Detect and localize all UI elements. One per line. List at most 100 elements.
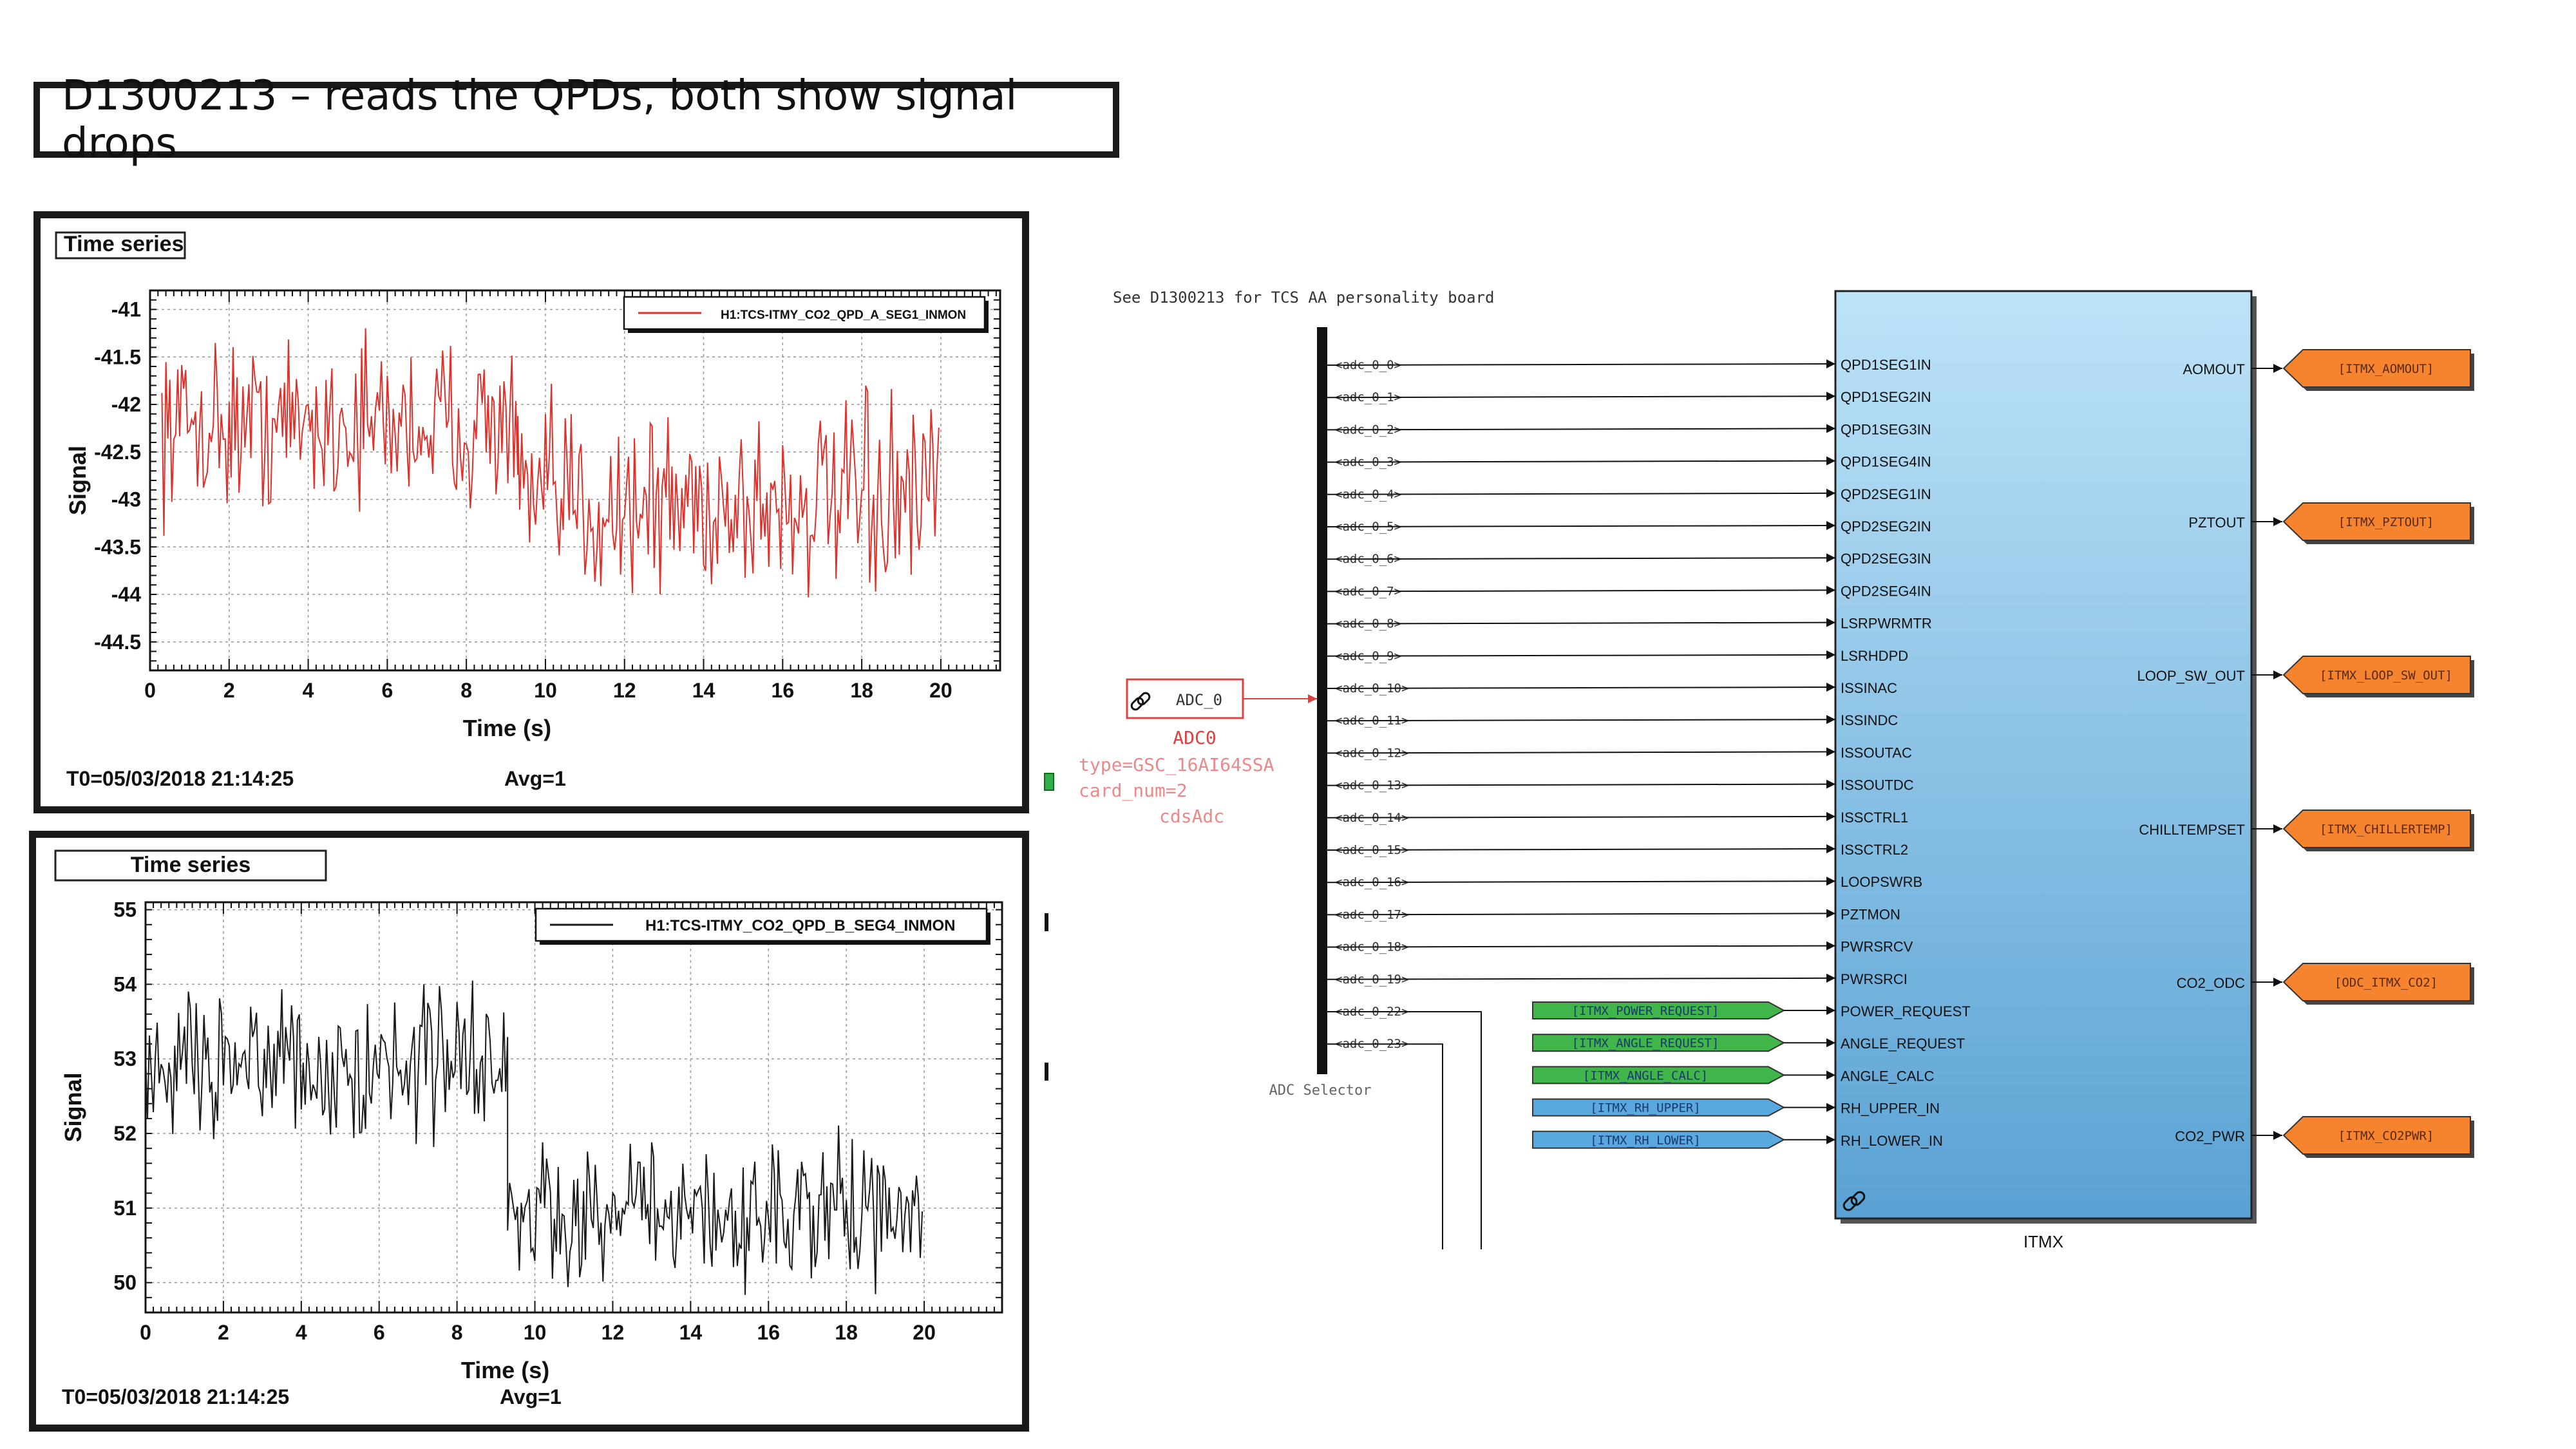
plot-title: Time series bbox=[64, 232, 184, 256]
goto-tag[interactable] bbox=[2282, 349, 2471, 388]
minor-ticks bbox=[145, 902, 1003, 1313]
adc-block-label: ADC_0 bbox=[1176, 691, 1222, 709]
signal-line bbox=[1327, 909, 1836, 918]
signal-line bbox=[1327, 811, 1836, 821]
signal-line bbox=[1327, 488, 1836, 498]
itmx-input-port: QPD2SEG3IN bbox=[1841, 551, 1931, 567]
adc-block[interactable] bbox=[1126, 678, 1244, 719]
signal-line bbox=[1327, 683, 1836, 692]
itmx-input-port: ISSCTRL2 bbox=[1841, 842, 1908, 858]
itmx-input-port: ISSOUTDC bbox=[1841, 777, 1914, 793]
goto-tag-label: [ITMX_LOOP_SW_OUT] bbox=[2320, 668, 2452, 683]
goto-tag[interactable] bbox=[2282, 656, 2471, 694]
x-tick-label: 4 bbox=[303, 679, 314, 702]
signal-line bbox=[1327, 424, 1836, 433]
x-tick-label: 4 bbox=[296, 1321, 307, 1344]
itmx-input-port: LOOPSWRB bbox=[1841, 874, 1922, 890]
plot-footer-avg: Avg=1 bbox=[500, 1385, 562, 1408]
y-tick-label: -43 bbox=[111, 488, 141, 511]
from-tag-label: [ITMX_ANGLE_CALC] bbox=[1583, 1068, 1708, 1083]
y-tick-label: -44 bbox=[111, 583, 141, 606]
plot-footer-time: T0=05/03/2018 21:14:25 bbox=[62, 1385, 289, 1408]
y-tick-label: 51 bbox=[113, 1197, 137, 1220]
y-tick-label: 55 bbox=[113, 898, 137, 922]
time-series-plot-qpd-b: Time series 0 2 4 6 8 10 12 14 16 18 20 50 51 52 53 54 55… bbox=[29, 831, 1029, 1432]
y-tick-label: -42.5 bbox=[94, 440, 141, 464]
grid bbox=[145, 902, 1002, 1312]
x-tick-label: 14 bbox=[679, 1321, 703, 1344]
goto-tag-label: [ODC_ITMX_CO2] bbox=[2334, 976, 2438, 990]
y-tick-label: -44.5 bbox=[94, 630, 141, 654]
y-tick-label: -41 bbox=[111, 298, 141, 321]
adc-name: ADC0 bbox=[1173, 727, 1216, 748]
itmx-input-port: LSRHDPD bbox=[1841, 648, 1908, 664]
itmx-output-port: AOMOUT bbox=[2183, 361, 2245, 377]
x-tick-label: 0 bbox=[140, 1321, 151, 1344]
plot-footer-time: T0=05/03/2018 21:14:25 bbox=[66, 767, 294, 790]
edge-marker bbox=[1045, 913, 1048, 931]
itmx-output-port: PZTOUT bbox=[2188, 515, 2245, 531]
goto-tag-label: [ITMX_CO2PWR] bbox=[2338, 1129, 2434, 1143]
x-tick-label: 10 bbox=[534, 679, 557, 702]
goto-tag[interactable] bbox=[2282, 502, 2471, 541]
y-tick-label: 52 bbox=[113, 1122, 137, 1145]
itmx-input-port: LSRPWRMTR bbox=[1841, 616, 1932, 632]
from-tag[interactable] bbox=[1532, 1098, 1786, 1117]
itmx-output-port: CO2_PWR bbox=[2175, 1128, 2245, 1144]
legend-label: H1:TCS-ITMY_CO2_QPD_A_SEG1_INMON bbox=[721, 308, 966, 322]
signal-line bbox=[1327, 521, 1836, 531]
x-tick-label: 16 bbox=[772, 679, 795, 702]
y-tick-label: -42 bbox=[111, 393, 141, 416]
x-tick-label: 2 bbox=[223, 679, 235, 702]
x-tick-label: 6 bbox=[374, 1321, 385, 1344]
from-tag[interactable] bbox=[1532, 1034, 1786, 1052]
itmx-input-port: QPD1SEG2IN bbox=[1841, 389, 1931, 405]
signal-line bbox=[1327, 359, 1836, 369]
plot-title-box bbox=[55, 231, 186, 260]
goto-tag[interactable] bbox=[2282, 963, 2471, 1001]
adc-lib: cdsAdc bbox=[1159, 806, 1224, 827]
goto-tag[interactable] bbox=[2282, 1116, 2471, 1155]
plot-title: Time series bbox=[131, 853, 251, 877]
simulink-diagram: See D1300213 for TCS AA personality boar… bbox=[1044, 289, 2474, 1251]
signal-line bbox=[1327, 456, 1836, 466]
y-tick-label: 50 bbox=[113, 1271, 137, 1294]
itmx-input-port: PWRSRCI bbox=[1841, 971, 1908, 987]
grid bbox=[149, 290, 1000, 670]
x-tick-label: 10 bbox=[524, 1321, 547, 1344]
from-tag[interactable] bbox=[1532, 1066, 1786, 1084]
x-tick-label: 0 bbox=[144, 679, 156, 702]
y-axis-label: Signal bbox=[64, 446, 91, 515]
itmx-input-port: RH_UPPER_IN bbox=[1841, 1101, 1940, 1117]
from-tag-label: [ITMX_RH_LOWER] bbox=[1590, 1133, 1701, 1148]
signal-line bbox=[1327, 650, 1836, 659]
from-tag[interactable] bbox=[1532, 1001, 1786, 1019]
from-tag[interactable] bbox=[1532, 1130, 1786, 1149]
link-icon bbox=[1130, 692, 1151, 711]
signal-line bbox=[1327, 585, 1836, 595]
signal-line bbox=[1327, 941, 1836, 951]
link-icon bbox=[1842, 1191, 1866, 1211]
signal-line bbox=[1327, 392, 1836, 401]
itmx-block-label: ITMX bbox=[2023, 1232, 2063, 1251]
plot-area bbox=[144, 901, 1003, 1314]
plot-footer-avg: Avg=1 bbox=[504, 767, 566, 790]
y-tick-label: -41.5 bbox=[94, 345, 141, 368]
itmx-input-port: ISSINAC bbox=[1841, 680, 1897, 696]
legend-label: H1:TCS-ITMY_CO2_QPD_B_SEG4_INMON bbox=[645, 917, 955, 934]
y-tick-label: 53 bbox=[113, 1047, 137, 1070]
itmx-input-port: QPD1SEG1IN bbox=[1841, 357, 1931, 373]
from-tag-label: [ITMX_POWER_REQUEST] bbox=[1572, 1004, 1719, 1018]
x-axis-label: Time (s) bbox=[463, 715, 551, 741]
x-tick-label: 8 bbox=[460, 679, 472, 702]
adc-selector-label: ADC Selector bbox=[1269, 1083, 1372, 1099]
plot-area bbox=[149, 289, 1001, 672]
itmx-input-port: PZTMON bbox=[1841, 906, 1900, 922]
itmx-input-port: ISSINDC bbox=[1841, 712, 1898, 728]
green-marker bbox=[1044, 773, 1054, 791]
x-tick-label: 12 bbox=[601, 1321, 625, 1344]
x-tick-label: 14 bbox=[692, 679, 715, 702]
goto-tag[interactable] bbox=[2282, 810, 2471, 848]
goto-tag-label: [ITMX_CHILLERTEMP] bbox=[2320, 822, 2452, 837]
itmx-block[interactable] bbox=[1834, 290, 2253, 1220]
